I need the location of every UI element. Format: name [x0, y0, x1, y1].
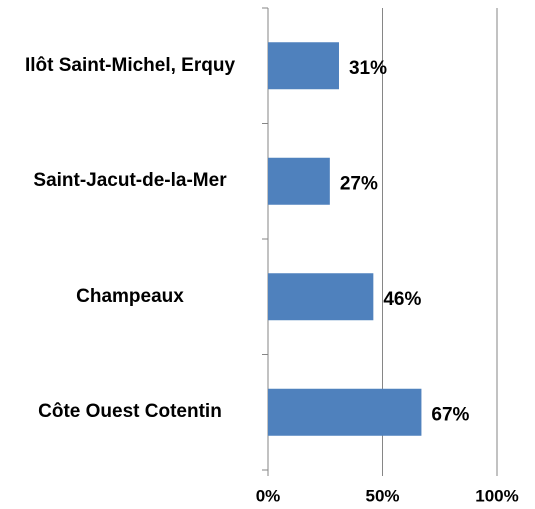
data-label: 67% — [431, 404, 469, 425]
bar — [268, 157, 330, 205]
bar — [268, 388, 422, 436]
data-label: 31% — [349, 58, 387, 79]
data-label: 27% — [340, 173, 378, 194]
y-tick-label: Ilôt Saint-Michel, Erquy — [24, 54, 236, 76]
bar — [268, 42, 339, 90]
x-tick-label: 0% — [256, 486, 281, 505]
bar — [268, 273, 374, 321]
y-tick-label: Côte Ouest Cotentin — [38, 401, 222, 423]
x-tick-label: 50% — [365, 486, 399, 505]
y-tick-label: Champeaux — [76, 285, 184, 307]
data-label: 46% — [383, 289, 421, 310]
x-tick-label: 100% — [475, 486, 518, 505]
y-tick-label: Saint-Jacut-de-la-Mer — [33, 170, 227, 192]
